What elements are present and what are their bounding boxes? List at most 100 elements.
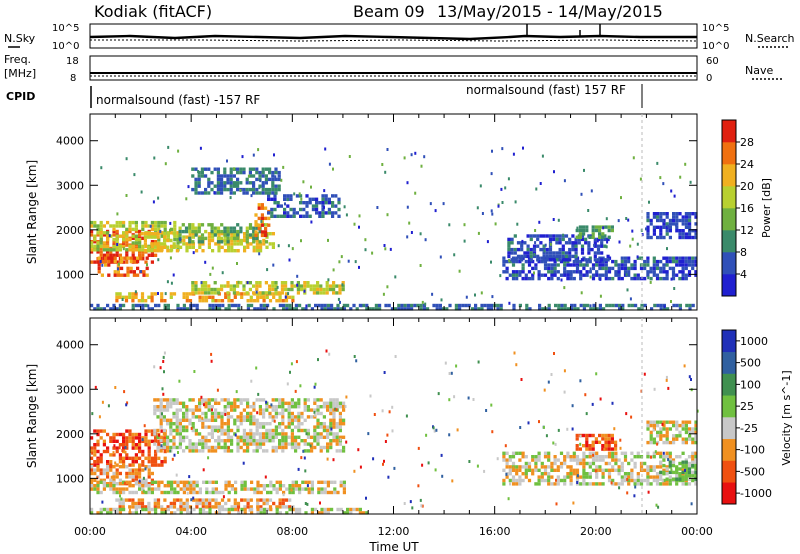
data-cell	[131, 292, 135, 296]
data-cell	[226, 422, 230, 426]
data-cell	[153, 405, 157, 409]
data-cell	[518, 475, 522, 479]
data-cell	[284, 401, 288, 405]
data-cell	[99, 468, 103, 472]
data-cell	[272, 307, 276, 311]
data-cell	[659, 477, 663, 481]
data-cell	[662, 219, 665, 223]
data-cell	[659, 482, 663, 486]
data-cell	[157, 480, 161, 484]
data-cell	[668, 229, 672, 233]
data-cell	[96, 487, 100, 491]
data-cell	[150, 253, 154, 257]
data-cell	[150, 232, 154, 236]
data-cell	[339, 480, 343, 484]
data-cell	[515, 465, 519, 469]
data-cell	[659, 235, 663, 240]
data-cell	[125, 243, 129, 247]
data-cell	[153, 156, 156, 160]
data-cell	[290, 281, 294, 285]
data-cell	[620, 259, 624, 264]
data-cell	[321, 214, 325, 218]
data-cell	[153, 408, 157, 412]
data-cell	[578, 225, 582, 229]
data-cell	[249, 411, 253, 416]
data-cell	[125, 487, 129, 491]
data-cell	[338, 415, 342, 419]
data-cell	[185, 299, 189, 303]
data-cell	[255, 281, 259, 285]
data-cell	[90, 241, 94, 245]
data-cell	[563, 286, 566, 290]
data-cell	[144, 224, 148, 228]
data-cell	[556, 263, 560, 267]
data-cell	[176, 484, 180, 488]
data-cell	[132, 259, 136, 264]
data-cell	[262, 307, 266, 311]
data-cell	[185, 235, 189, 239]
data-cell	[252, 236, 256, 241]
data-cell	[323, 490, 327, 495]
data-cell	[563, 303, 567, 308]
data-cell	[341, 287, 345, 292]
data-cell	[175, 411, 179, 416]
data-cell	[419, 232, 422, 236]
data-cell	[150, 307, 154, 311]
data-cell	[585, 475, 589, 479]
data-cell	[480, 303, 484, 308]
data-cell	[566, 263, 570, 267]
data-cell	[442, 202, 445, 206]
data-cell	[274, 281, 278, 285]
data-cell	[586, 303, 590, 308]
data-cell	[269, 507, 273, 512]
data-cell	[173, 234, 177, 238]
data-cell	[131, 471, 135, 476]
data-cell	[600, 244, 604, 248]
data-cell	[144, 260, 148, 264]
data-cell	[230, 245, 234, 249]
data-cell	[188, 223, 192, 227]
data-cell	[588, 235, 592, 239]
data-cell	[320, 507, 324, 512]
data-cell	[675, 256, 679, 260]
data-cell	[314, 303, 318, 308]
data-cell	[116, 212, 119, 216]
data-cell	[252, 187, 256, 192]
data-cell	[173, 224, 177, 228]
data-cell	[691, 427, 695, 431]
data-cell	[178, 408, 182, 412]
data-cell	[191, 398, 195, 402]
data-cell	[242, 461, 245, 465]
data-cell	[122, 247, 125, 251]
data-cell	[332, 284, 336, 288]
data-cell	[563, 307, 567, 311]
data-cell	[309, 284, 313, 288]
data-cell	[243, 249, 247, 253]
data-cell	[113, 444, 116, 448]
data-cell	[538, 307, 542, 311]
data-cell	[359, 465, 362, 469]
data-cell	[181, 229, 185, 234]
data-cell	[601, 444, 605, 448]
data-cell	[200, 395, 203, 399]
data-cell	[250, 511, 254, 515]
data-cell	[548, 241, 553, 245]
data-cell	[194, 226, 198, 230]
data-cell	[287, 442, 291, 446]
data-cell	[134, 243, 138, 247]
data-cell	[585, 482, 589, 486]
data-cell	[502, 478, 506, 483]
data-cell	[598, 458, 602, 462]
data-cell	[278, 295, 282, 299]
data-cell	[617, 276, 621, 281]
data-cell	[134, 248, 138, 252]
data-cell	[96, 439, 100, 443]
data-cell	[659, 430, 663, 435]
velocity-colorbar-label: Velocity [m s^-1]	[780, 370, 793, 465]
data-cell	[172, 398, 176, 402]
data-cell	[230, 408, 234, 412]
data-cell	[198, 418, 202, 422]
cpid-segment-2: normalsound (fast) 157 RF	[466, 83, 626, 97]
data-cell	[590, 247, 594, 252]
data-cell	[662, 263, 666, 267]
